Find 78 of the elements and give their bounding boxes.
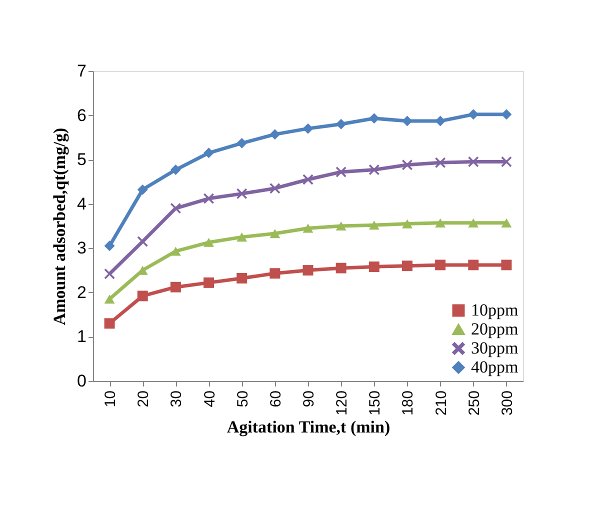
point	[435, 116, 446, 126]
x-tick-label: 250	[466, 390, 483, 416]
legend-label: 10ppm	[471, 300, 518, 320]
point	[368, 262, 380, 272]
x-tick-label: 120	[334, 390, 351, 416]
point	[501, 260, 512, 270]
point	[236, 273, 248, 284]
x-tick-label: 10	[102, 390, 120, 408]
point	[368, 164, 380, 175]
point	[302, 123, 314, 134]
point	[204, 148, 214, 158]
point	[236, 232, 248, 242]
point	[468, 109, 479, 120]
point	[368, 113, 380, 124]
legend-label: 30ppm	[471, 338, 518, 358]
point	[236, 138, 248, 148]
point	[336, 262, 346, 274]
point	[368, 220, 380, 230]
point	[402, 260, 412, 272]
point	[302, 265, 314, 276]
legend-label: 20ppm	[471, 320, 518, 338]
point	[302, 224, 314, 233]
point	[204, 193, 214, 204]
point	[170, 282, 181, 292]
point	[104, 318, 115, 329]
point	[170, 164, 181, 175]
x-tick-label: 20	[135, 390, 152, 408]
x-tick-label: 210	[432, 390, 450, 416]
y-tick-label: 4	[77, 194, 86, 214]
point	[137, 236, 148, 247]
y-tick-label: 3	[77, 238, 86, 258]
point	[336, 166, 346, 178]
point	[170, 203, 181, 214]
point	[435, 157, 446, 168]
point	[204, 277, 214, 288]
point	[302, 174, 314, 185]
point	[270, 129, 280, 140]
point	[104, 268, 115, 280]
point	[204, 238, 214, 247]
x-tick-label: 30	[168, 390, 186, 408]
x-tick-label: 180	[400, 390, 417, 416]
point	[270, 183, 280, 194]
point	[501, 218, 512, 228]
point	[170, 246, 181, 256]
point	[468, 260, 479, 270]
y-tick-label: 2	[77, 282, 86, 302]
point	[104, 294, 115, 304]
x-tick-label: 40	[201, 390, 218, 408]
point	[402, 116, 412, 126]
point	[468, 218, 479, 228]
x-tick-label: 50	[234, 390, 252, 408]
legend-label: 40ppm	[471, 358, 518, 376]
y-axis-title: Amount adsorbed,qt(mg/g)	[50, 128, 70, 326]
x-tick-label: 300	[498, 390, 516, 416]
point	[468, 156, 479, 168]
point	[336, 118, 346, 130]
point	[137, 290, 148, 302]
y-tick-label: 1	[77, 327, 86, 346]
point	[435, 218, 446, 228]
x-tick-label: 60	[267, 390, 284, 408]
point	[270, 268, 280, 279]
point	[336, 221, 346, 231]
y-tick-label: 0	[77, 372, 86, 390]
point	[435, 260, 446, 270]
point	[270, 228, 280, 238]
point	[137, 184, 148, 195]
x-tick-label: 150	[366, 390, 384, 416]
x-tick-label: 90	[300, 390, 318, 408]
point	[236, 188, 248, 199]
point	[104, 240, 115, 252]
y-tick-label: 5	[77, 150, 86, 170]
point	[501, 109, 512, 120]
x-axis-title: Agitation Time,t (min)	[226, 418, 390, 437]
point	[402, 160, 412, 170]
point	[402, 219, 412, 228]
y-tick-label: 7	[77, 62, 86, 80]
point	[501, 156, 512, 168]
y-tick-label: 6	[77, 106, 86, 125]
